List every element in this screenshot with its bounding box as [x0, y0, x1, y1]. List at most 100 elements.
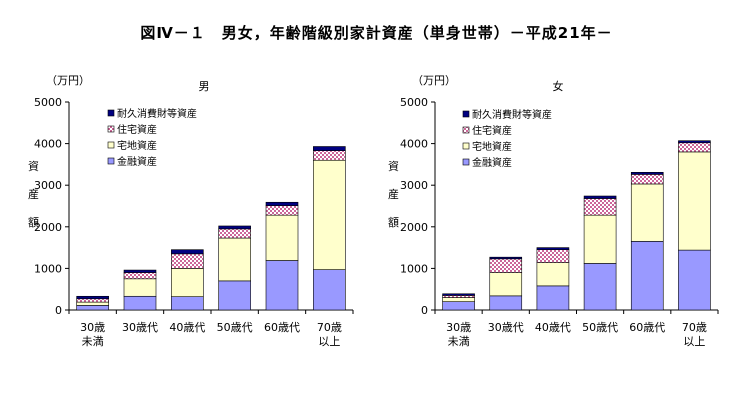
y-tick-label: 2000	[400, 221, 428, 234]
y-tick-label: 3000	[400, 179, 428, 192]
legend-swatch-residential_land	[462, 142, 470, 150]
bar-segment-dwelling	[76, 298, 109, 303]
panel-title: 男	[199, 80, 210, 93]
bar-segment-residential_land	[442, 297, 475, 302]
bar-segment-dwelling	[583, 198, 617, 216]
x-tick-label: 60歳代	[264, 321, 300, 334]
bar-segment-residential_land	[218, 237, 251, 282]
bar-segment-dwelling	[171, 253, 204, 269]
bar-segment-durable	[313, 146, 346, 151]
y-tick-label: 1000	[34, 262, 62, 275]
bar-segment-durable	[76, 295, 109, 300]
legend-swatch-financial	[462, 158, 470, 166]
bar-segment-durable	[218, 225, 251, 230]
bar-segment-financial	[442, 301, 475, 311]
y-tick-label: 2000	[34, 221, 62, 234]
y-tick-label: 5000	[400, 96, 428, 109]
bar-segment-residential_land	[630, 183, 664, 242]
bar-segment-financial	[171, 296, 204, 311]
x-tick-label: 未満	[82, 335, 104, 348]
x-tick-label: 50歳代	[217, 321, 253, 334]
legend-swatch-financial	[107, 157, 115, 165]
bar-segment-residential_land	[265, 214, 299, 261]
x-tick-label: 40歳代	[535, 321, 571, 334]
bar-segment-dwelling	[265, 205, 299, 216]
x-tick-label: 30歳代	[488, 321, 524, 334]
bar-segment-durable	[630, 172, 664, 175]
bar-segment-dwelling	[442, 295, 475, 298]
unit-label: （万円）	[412, 74, 456, 87]
bar-segment-financial	[123, 295, 157, 311]
x-tick-label: 未満	[448, 335, 470, 348]
legend-swatch-durable	[462, 110, 470, 118]
bar-segment-financial	[218, 280, 251, 311]
bar-segment-financial	[313, 269, 346, 311]
unit-label: （万円）	[46, 74, 90, 87]
legend-label: 宅地資産	[472, 140, 512, 153]
y-tick-label: 0	[421, 304, 428, 317]
y-tick-label: 0	[55, 304, 62, 317]
legend-swatch-dwelling	[107, 125, 115, 133]
figure-title: 図Ⅳ－１ 男女，年齢階級別家計資産（単身世帯）－平成21年－	[140, 24, 613, 42]
bar-segment-residential_land	[171, 268, 204, 297]
bar-segment-residential_land	[313, 159, 346, 270]
bar-segment-financial	[630, 241, 664, 311]
y-axis-label: 資産額	[28, 160, 39, 229]
x-tick-label: 以上	[683, 335, 705, 348]
x-tick-label: 70歳	[682, 321, 707, 334]
bar-segment-financial	[265, 260, 299, 311]
x-tick-label: 30歳	[80, 321, 105, 334]
bar-segment-durable	[489, 256, 523, 260]
legend-label: 住宅資産	[472, 124, 512, 137]
x-tick-label: 30歳代	[122, 321, 158, 334]
bar-segment-dwelling	[630, 174, 664, 185]
bar-segment-durable	[123, 269, 157, 273]
bar-segment-residential_land	[489, 272, 523, 297]
legend-label: 宅地資産	[117, 139, 157, 152]
legend-label: 金融資産	[117, 155, 157, 168]
bar-segment-durable	[536, 247, 570, 250]
y-tick-label: 3000	[34, 179, 62, 192]
bar-segment-residential_land	[583, 214, 617, 264]
bar-segment-dwelling	[218, 228, 251, 239]
bar-segment-dwelling	[489, 258, 523, 273]
bar-segment-durable	[678, 140, 711, 144]
bar-segment-dwelling	[536, 249, 570, 263]
bar-segment-durable	[583, 195, 617, 199]
y-tick-label: 5000	[34, 96, 62, 109]
bar-segment-financial	[536, 285, 570, 311]
x-tick-label: 70歳	[317, 321, 342, 334]
bar-segment-residential_land	[536, 262, 570, 287]
legend-label: 耐久消費財等資産	[117, 107, 197, 120]
bar-segment-financial	[76, 305, 109, 311]
bar-segment-financial	[678, 249, 711, 311]
bar-segment-dwelling	[313, 150, 346, 161]
x-tick-label: 60歳代	[629, 321, 665, 334]
bar-segment-financial	[489, 295, 523, 311]
bar-segment-dwelling	[678, 142, 711, 153]
bar-segment-residential_land	[123, 278, 157, 297]
y-tick-label: 1000	[400, 262, 428, 275]
panel-title: 女	[553, 79, 564, 93]
legend-swatch-dwelling	[462, 126, 470, 134]
bar-segment-financial	[583, 263, 617, 311]
legend-swatch-residential_land	[107, 141, 115, 149]
bar-segment-durable	[171, 249, 204, 255]
legend-label: 住宅資産	[117, 123, 157, 136]
x-tick-label: 50歳代	[582, 321, 618, 334]
bar-segment-durable	[442, 293, 475, 296]
y-axis-label: 資産額	[388, 160, 399, 229]
y-tick-label: 4000	[34, 138, 62, 151]
x-tick-label: 以上	[318, 335, 340, 348]
legend-label: 耐久消費財等資産	[472, 108, 552, 121]
legend-label: 金融資産	[472, 156, 512, 169]
bar-segment-residential_land	[678, 151, 711, 251]
legend-swatch-durable	[107, 109, 115, 117]
bar-segment-dwelling	[123, 272, 157, 280]
x-tick-label: 40歳代	[169, 321, 205, 334]
y-tick-label: 4000	[400, 138, 428, 151]
x-tick-label: 30歳	[446, 321, 471, 334]
